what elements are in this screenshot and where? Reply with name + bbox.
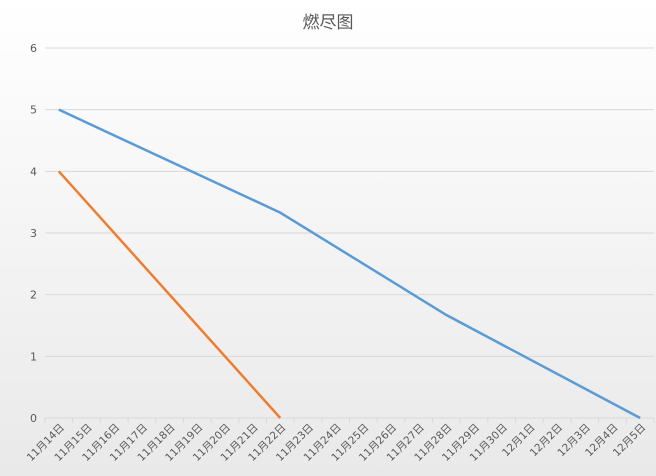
series-line-1 bbox=[58, 108, 641, 420]
y-tick-label: 2 bbox=[30, 289, 37, 302]
y-tick-label: 0 bbox=[30, 412, 37, 425]
y-tick-label: 6 bbox=[30, 42, 37, 55]
y-tick-label: 1 bbox=[30, 350, 37, 363]
series-line-2 bbox=[57, 170, 282, 419]
y-tick-label: 4 bbox=[30, 165, 37, 178]
y-tick-label: 3 bbox=[30, 227, 37, 240]
y-tick-label: 5 bbox=[30, 104, 37, 117]
chart-title: 燃尽图 bbox=[302, 13, 354, 33]
